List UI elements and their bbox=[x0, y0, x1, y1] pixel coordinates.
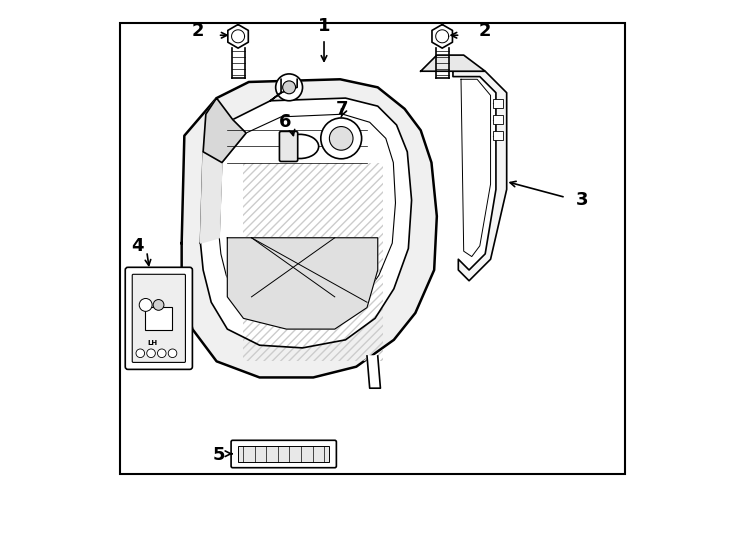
Polygon shape bbox=[181, 79, 437, 377]
Polygon shape bbox=[203, 98, 246, 163]
FancyBboxPatch shape bbox=[493, 131, 503, 140]
Circle shape bbox=[153, 300, 164, 310]
FancyBboxPatch shape bbox=[132, 274, 186, 362]
Circle shape bbox=[136, 349, 145, 357]
Circle shape bbox=[158, 349, 166, 357]
Circle shape bbox=[139, 299, 152, 312]
Polygon shape bbox=[421, 55, 485, 71]
Polygon shape bbox=[200, 98, 412, 348]
Polygon shape bbox=[228, 238, 378, 329]
Text: LH: LH bbox=[147, 340, 157, 346]
Circle shape bbox=[321, 118, 362, 159]
FancyBboxPatch shape bbox=[493, 99, 503, 108]
Circle shape bbox=[147, 349, 156, 357]
Text: 6: 6 bbox=[279, 113, 291, 131]
Text: 5: 5 bbox=[213, 447, 225, 464]
Polygon shape bbox=[432, 24, 452, 48]
Polygon shape bbox=[228, 24, 248, 48]
Text: 3: 3 bbox=[575, 191, 588, 209]
Ellipse shape bbox=[281, 134, 319, 159]
FancyBboxPatch shape bbox=[120, 23, 625, 474]
FancyBboxPatch shape bbox=[231, 440, 336, 468]
Text: 2: 2 bbox=[192, 22, 204, 40]
FancyBboxPatch shape bbox=[238, 446, 330, 462]
Circle shape bbox=[283, 81, 296, 94]
Circle shape bbox=[276, 74, 302, 101]
Text: 4: 4 bbox=[131, 237, 144, 255]
Text: 7: 7 bbox=[336, 100, 349, 118]
Circle shape bbox=[168, 349, 177, 357]
Polygon shape bbox=[200, 152, 222, 243]
FancyBboxPatch shape bbox=[493, 115, 503, 124]
FancyBboxPatch shape bbox=[280, 131, 298, 161]
Text: 1: 1 bbox=[318, 17, 330, 35]
FancyBboxPatch shape bbox=[126, 267, 192, 369]
Text: 2: 2 bbox=[479, 22, 492, 40]
Circle shape bbox=[330, 126, 353, 150]
Polygon shape bbox=[367, 356, 380, 388]
FancyBboxPatch shape bbox=[145, 307, 172, 330]
Polygon shape bbox=[453, 71, 506, 281]
